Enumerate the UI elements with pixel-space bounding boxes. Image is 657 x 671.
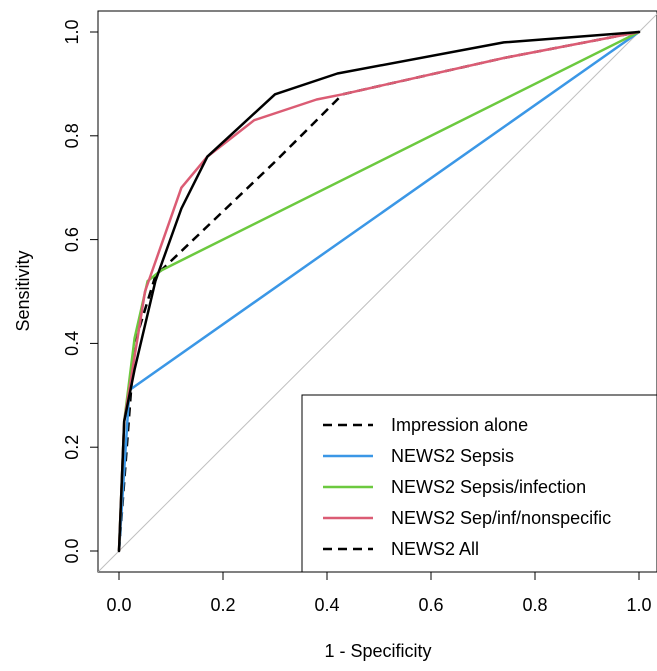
x-axis-label: 1 - Specificity [324,641,431,661]
y-tick-label: 0.0 [62,538,82,563]
x-tick-label: 0.0 [106,595,131,615]
legend: Impression alone NEWS2 Sepsis NEWS2 Sepsis… [301,394,657,573]
legend-label: NEWS2 Sepsis/infection [391,477,586,497]
y-tick-label: 0.6 [62,227,82,252]
x-tick-label: 0.8 [522,595,547,615]
x-tick-label: 0.2 [210,595,235,615]
y-axis: 0.0 0.2 0.4 0.6 0.8 1.0 [62,19,99,564]
legend-label: NEWS2 All [391,539,479,559]
series-line-news2-sep-inf-nonspecific [117,30,641,553]
reference-diagonal-line [97,13,657,573]
x-tick-label: 0.6 [418,595,443,615]
x-tick-label: 1.0 [626,595,651,615]
y-axis-label: Sensitivity [13,250,33,331]
x-axis: 0.0 0.2 0.4 0.6 0.8 1.0 [106,571,652,615]
legend-label: NEWS2 Sep/inf/nonspecific [391,508,611,528]
y-tick-label: 0.2 [62,435,82,460]
y-tick-label: 1.0 [62,19,82,44]
legend-label: NEWS2 Sepsis [391,446,514,466]
y-tick-label: 0.8 [62,123,82,148]
legend-label: Impression alone [391,415,528,435]
series-layer [117,30,641,553]
y-tick-label: 0.4 [62,331,82,356]
series-line-news2-all [117,30,641,553]
reference-line-layer [97,13,657,573]
x-tick-label: 0.4 [314,595,339,615]
